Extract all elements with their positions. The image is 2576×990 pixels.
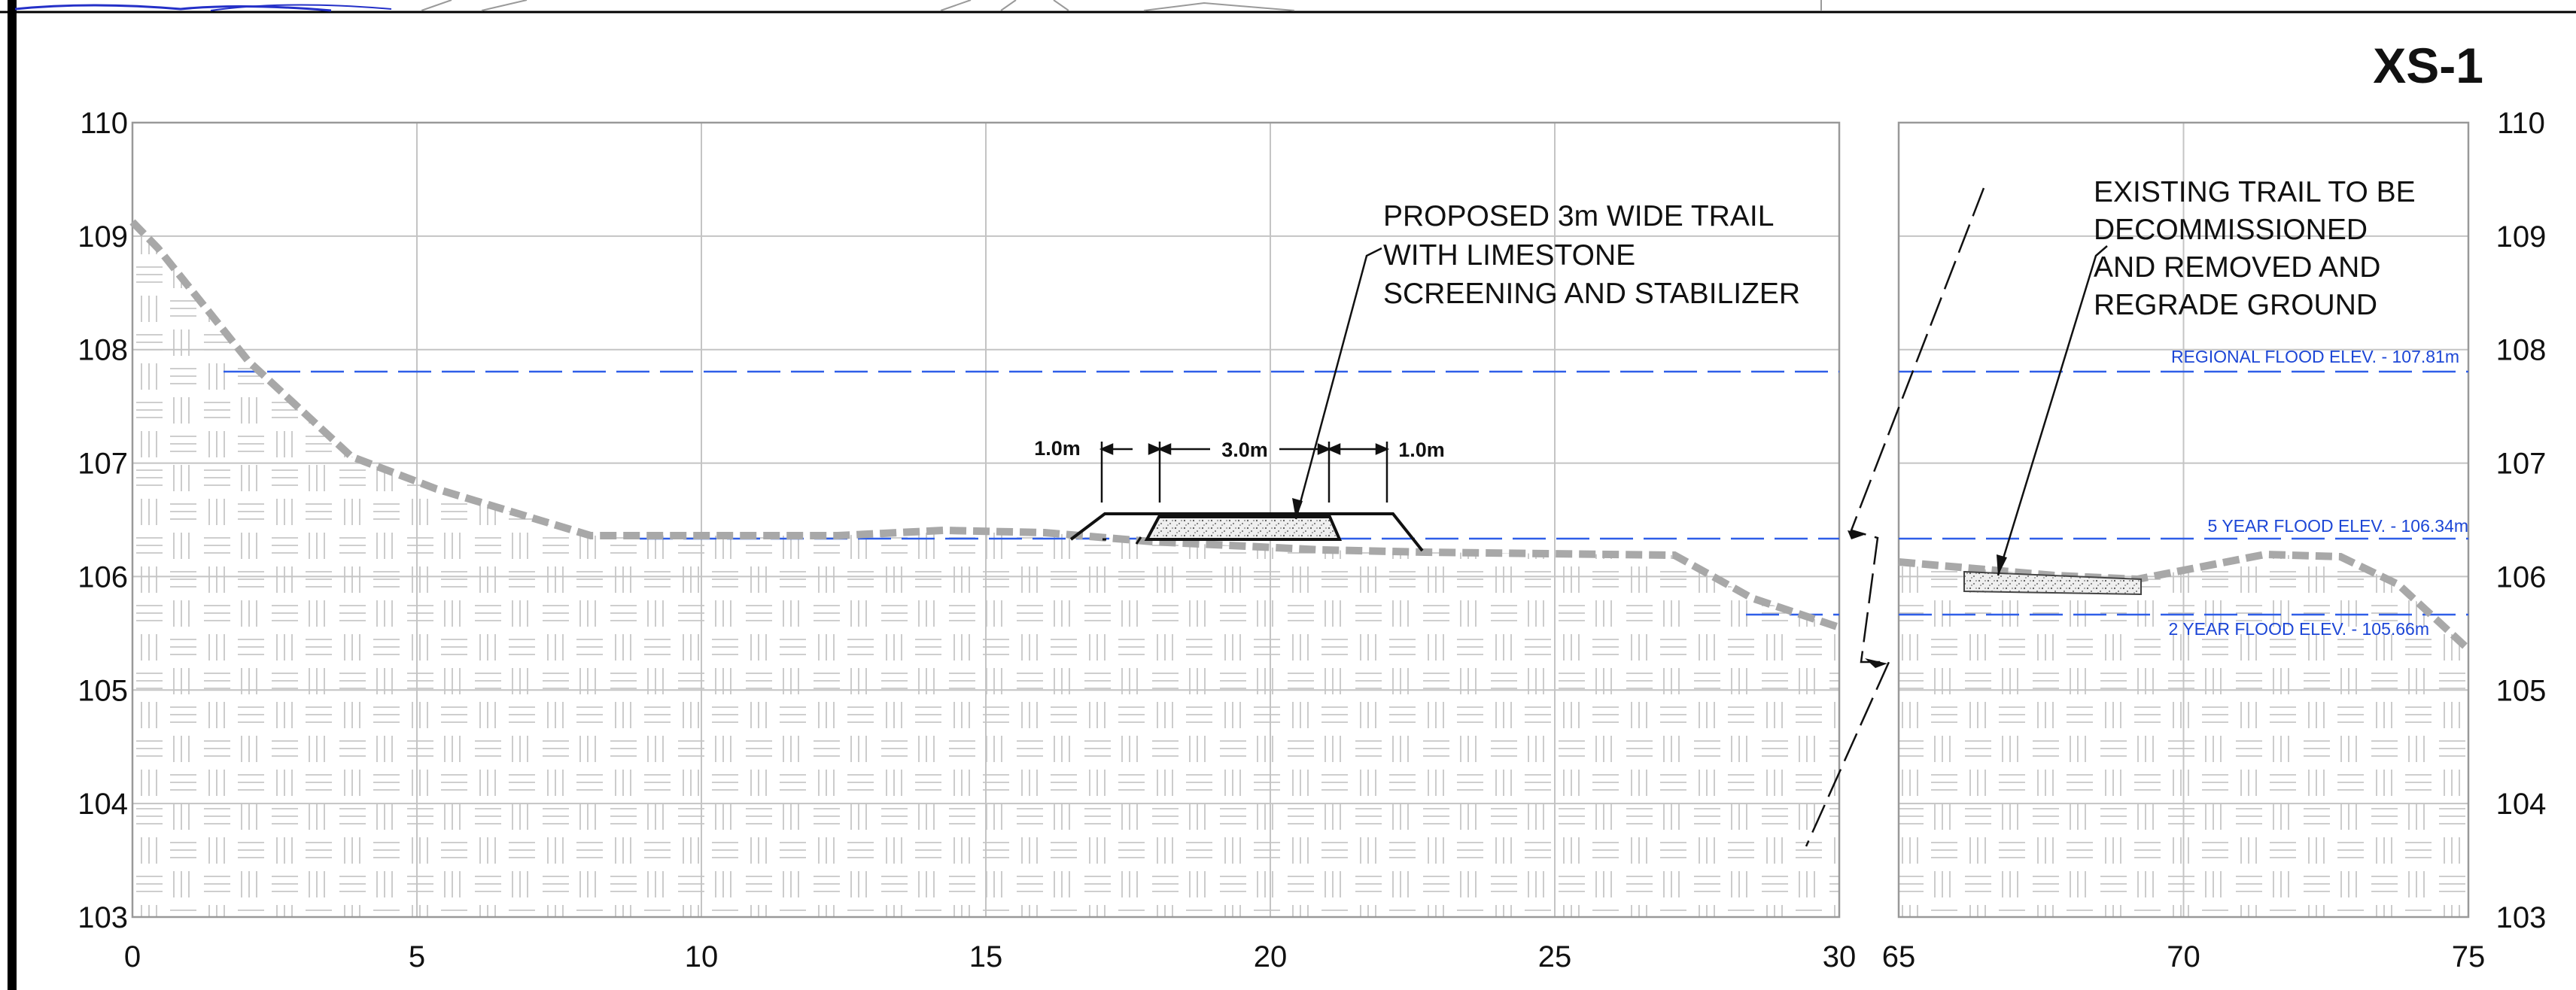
section-break-marks	[1848, 530, 1887, 668]
elevation-ticks-right: 110 109 108 107 106 105 104 103	[2496, 107, 2547, 934]
note-existing-trail: EXISTING TRAIL TO BE DECOMMISSIONED AND …	[2094, 176, 2424, 321]
offset-tick-label: 0	[124, 940, 141, 973]
offset-tick-label: 75	[2452, 940, 2486, 973]
elevation-tick-label: 107	[2496, 448, 2547, 481]
elevation-tick-label: 110	[80, 107, 128, 140]
five-year-flood-label: 5 YEAR FLOOD ELEV. - 106.34m	[2208, 516, 2468, 536]
offset-ticks-left: 0 5 10 15 20 25 30	[124, 940, 1856, 973]
elevation-tick-label: 109	[78, 220, 128, 254]
elevation-tick-label: 106	[78, 560, 128, 594]
elevation-tick-label: 104	[2496, 788, 2547, 821]
existing-trail-leader-arrow	[1997, 554, 2007, 575]
offset-tick-label: 5	[409, 940, 425, 973]
proposed-trail-section	[1069, 512, 1424, 552]
existing-trail-gravel	[1963, 570, 2142, 596]
proposed-trail-leader-arrow	[1292, 498, 1303, 519]
elevation-tick-label: 108	[2496, 334, 2547, 367]
trail-side-slopes	[1069, 512, 1424, 552]
elevation-ticks-left: 110 109 108 107 106 105 104 103	[78, 107, 128, 934]
trail-gravel-surface	[1144, 515, 1343, 541]
offset-tick-label: 15	[969, 940, 1003, 973]
proposed-trail-leader	[1294, 247, 1382, 520]
offset-tick-label: 65	[1882, 940, 1916, 973]
dimension-left-label: 1.0m	[1034, 437, 1081, 460]
existing-trail-leader	[1997, 245, 2108, 576]
elevation-tick-label: 105	[2496, 674, 2547, 707]
elevation-tick-label: 107	[78, 448, 128, 481]
dimension-right-label: 1.0m	[1398, 439, 1445, 461]
note-proposed-trail: PROPOSED 3m WIDE TRAIL WITH LIMESTONE SC…	[1383, 200, 1800, 310]
elevation-tick-label: 103	[78, 901, 128, 934]
panel-left-frame	[131, 121, 1841, 919]
elevation-tick-label: 109	[2496, 220, 2547, 254]
two-year-flood-label: 2 YEAR FLOOD ELEV. - 105.66m	[2169, 619, 2429, 639]
regional-flood-label: REGIONAL FLOOD ELEV. - 107.81m	[2171, 347, 2459, 366]
elevation-tick-label: 110	[2497, 107, 2545, 140]
dimension-string	[1099, 442, 1390, 503]
section-break-line	[1805, 187, 1985, 847]
elevation-tick-label: 108	[78, 334, 128, 367]
offset-tick-label: 25	[1538, 940, 1572, 973]
offset-ticks-right: 65 70 75	[1882, 940, 2486, 973]
callout-leaders	[1294, 245, 2108, 576]
elevation-tick-label: 106	[2496, 560, 2547, 594]
elevation-tick-label: 105	[78, 674, 128, 707]
plan-view-fragment	[14, 0, 1822, 12]
elevation-tick-label: 103	[2496, 901, 2547, 934]
panel-right-frame	[1897, 121, 2470, 919]
elevation-tick-label: 104	[78, 788, 128, 821]
offset-tick-label: 30	[1823, 940, 1857, 973]
section-title: XS-1	[2373, 38, 2483, 93]
offset-tick-label: 10	[685, 940, 719, 973]
offset-tick-label: 70	[2167, 940, 2200, 973]
existing-ground-line-left	[129, 219, 1841, 631]
dimension-center-label: 3.0m	[1221, 439, 1268, 461]
offset-tick-label: 20	[1254, 940, 1288, 973]
